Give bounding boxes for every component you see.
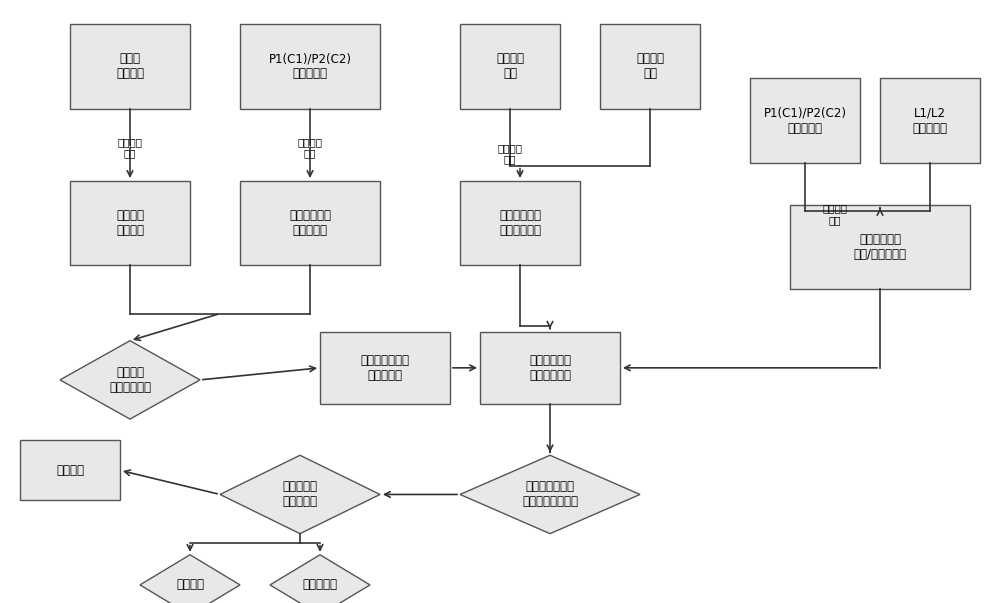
- FancyBboxPatch shape: [320, 332, 450, 404]
- Text: 选权迭代
伪距单点定位: 选权迭代 伪距单点定位: [109, 366, 151, 394]
- Text: 构建多系统动态
精密单点定位方程: 构建多系统动态 精密单点定位方程: [522, 481, 578, 508]
- Polygon shape: [60, 341, 200, 419]
- Text: 接收机概略坐标
接收机钟差: 接收机概略坐标 接收机钟差: [360, 354, 410, 382]
- FancyBboxPatch shape: [480, 332, 620, 404]
- FancyBboxPatch shape: [240, 181, 380, 265]
- Text: 卫星精密
星历: 卫星精密 星历: [496, 52, 524, 80]
- Text: 卫星精密
钟差: 卫星精密 钟差: [636, 52, 664, 80]
- Polygon shape: [140, 555, 240, 603]
- FancyBboxPatch shape: [460, 181, 580, 265]
- Text: 卫星精密坐标
卫星精密钟差: 卫星精密坐标 卫星精密钟差: [499, 209, 541, 237]
- Text: 时空基准
统一: 时空基准 统一: [118, 137, 143, 159]
- Text: 自适应因子: 自适应因子: [302, 578, 338, 592]
- Text: 三系统
广播星历: 三系统 广播星历: [116, 52, 144, 80]
- Text: 无电离层组合
伪距/载波观测值: 无电离层组合 伪距/载波观测值: [854, 233, 906, 261]
- FancyBboxPatch shape: [460, 24, 560, 109]
- FancyBboxPatch shape: [240, 24, 380, 109]
- FancyBboxPatch shape: [600, 24, 700, 109]
- Text: 无电离层
组合: 无电离层 组合: [822, 203, 848, 225]
- FancyBboxPatch shape: [880, 78, 980, 163]
- Text: 抗差估计: 抗差估计: [176, 578, 204, 592]
- Text: 无电离层
组合: 无电离层 组合: [298, 137, 322, 159]
- Text: 定位结果: 定位结果: [56, 464, 84, 477]
- Text: 定位误差计算
数据质量控制: 定位误差计算 数据质量控制: [529, 354, 571, 382]
- Text: L1/L2
载波观测值: L1/L2 载波观测值: [912, 107, 948, 134]
- FancyBboxPatch shape: [790, 205, 970, 289]
- Polygon shape: [220, 455, 380, 534]
- Polygon shape: [460, 455, 640, 534]
- Polygon shape: [270, 555, 370, 603]
- FancyBboxPatch shape: [70, 24, 190, 109]
- Text: 卫星坐标
卫星钟差: 卫星坐标 卫星钟差: [116, 209, 144, 237]
- Text: 无电离层组合
伪距观测值: 无电离层组合 伪距观测值: [289, 209, 331, 237]
- Text: 抗差自适应
卡尔曼滤波: 抗差自适应 卡尔曼滤波: [283, 481, 318, 508]
- Text: P1(C1)/P2(C2)
伪距观测值: P1(C1)/P2(C2) 伪距观测值: [268, 52, 352, 80]
- FancyBboxPatch shape: [20, 440, 120, 500]
- FancyBboxPatch shape: [750, 78, 860, 163]
- Text: P1(C1)/P2(C2)
伪距观测值: P1(C1)/P2(C2) 伪距观测值: [764, 107, 846, 134]
- FancyBboxPatch shape: [70, 181, 190, 265]
- Text: 拉格朗日
插值: 拉格朗日 插值: [498, 143, 522, 165]
